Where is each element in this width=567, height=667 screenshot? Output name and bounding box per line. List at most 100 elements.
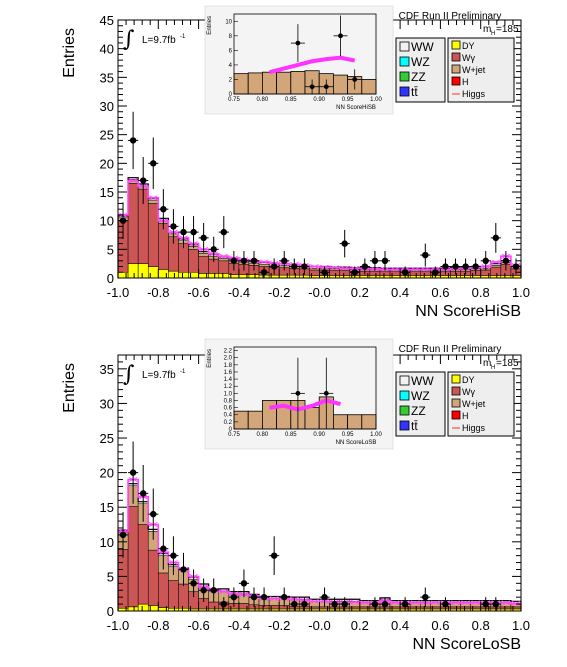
bar-w--24	[359, 606, 371, 610]
x-tick-label: -1.0	[107, 285, 129, 300]
data-point-4	[158, 189, 169, 230]
data-point-23	[369, 251, 380, 271]
legend-entry: W+jet	[462, 399, 486, 409]
mass-label: m	[483, 358, 491, 369]
data-point-29	[450, 258, 461, 275]
data-point-32	[480, 251, 491, 271]
inset-bar-0	[233, 73, 249, 95]
inset-x-tick-label: 0.95	[342, 432, 354, 438]
bar-w--1	[127, 506, 139, 608]
inset-y-axis-title: Entries	[207, 16, 213, 35]
legend-entry: WW	[411, 40, 434, 54]
inset-y-tick-label: 2.2	[224, 349, 233, 355]
lumi-exponent: -1	[180, 34, 186, 40]
y-tick-label: 10	[100, 535, 114, 550]
bar-dy-4	[158, 269, 169, 279]
lumi-text: L=9.7fb	[142, 35, 176, 46]
bar-w--5	[168, 580, 179, 609]
legend-swatch	[399, 71, 410, 82]
bar-w--15	[268, 605, 280, 610]
bar-dy-7	[188, 272, 199, 279]
y-tick-label: 5	[107, 242, 114, 257]
data-point-20	[339, 229, 350, 258]
legend-swatch	[451, 398, 461, 408]
bar-w--29	[409, 271, 421, 276]
inset-bar-0	[233, 410, 249, 430]
inset-y-tick-label: 2	[229, 77, 233, 83]
mass-subscript: H	[491, 365, 495, 371]
bar-w--19	[309, 269, 320, 276]
legend-entry: WW	[411, 374, 434, 388]
inset-x-axis-title: NN ScoreLoSB	[336, 440, 377, 446]
x-tick-label: 0.4	[391, 618, 409, 633]
x-tick-label: -0.8	[147, 618, 169, 633]
x-tick-label: -0.8	[147, 285, 169, 300]
x-tick-label: -0.0	[308, 285, 330, 300]
bar-w--37	[490, 266, 502, 276]
data-point-17	[289, 258, 300, 275]
legend-entry: W+jet	[462, 65, 486, 75]
bar-dy-2	[137, 263, 149, 279]
data-point-1	[128, 111, 139, 170]
legend-swatch	[399, 56, 410, 67]
bar-dy-6	[178, 272, 189, 279]
bar-w--36	[480, 269, 492, 276]
bar-dy-8	[198, 273, 209, 279]
bar-w--39	[510, 606, 522, 610]
bar-w--4	[158, 572, 169, 608]
data-point-13	[248, 251, 260, 271]
legend-swatch	[399, 420, 410, 431]
bar-w--29	[409, 606, 421, 610]
bar-w--21	[329, 270, 340, 276]
inset-data-point-0	[290, 24, 305, 62]
data-point-1	[128, 441, 139, 504]
bar-w--0	[117, 549, 129, 609]
data-point-11	[228, 251, 239, 271]
y-tick-label: 5	[107, 569, 114, 584]
x-tick-label: -0.2	[268, 285, 290, 300]
x-axis-title: NN ScoreHiSB	[415, 303, 521, 320]
data-point-3	[148, 488, 159, 540]
bar-dy-5	[168, 270, 179, 279]
legend-entry: WZ	[411, 389, 430, 403]
data-point-28	[440, 258, 451, 275]
data-point-14	[259, 587, 270, 607]
x-tick-label: -1.0	[107, 618, 129, 633]
inset-x-axis-title: NN ScoreHiSB	[336, 105, 376, 111]
header-text: CDF Run II Preliminary	[399, 344, 502, 355]
legend-swatch	[399, 390, 410, 401]
data-point-21	[349, 266, 360, 278]
data-point-31	[470, 258, 481, 275]
data-point-11	[228, 587, 239, 607]
bar-w--30	[420, 606, 431, 610]
bar-dy-0	[117, 272, 129, 279]
legend-swatch	[451, 52, 461, 62]
data-point-17	[289, 597, 300, 611]
data-point-9	[208, 578, 219, 603]
x-tick-label: -0.6	[187, 618, 209, 633]
data-point-24	[400, 597, 411, 611]
x-tick-label: 1.0	[512, 285, 530, 300]
bar-w--20	[319, 606, 330, 610]
bar-w--2	[137, 524, 149, 605]
integral-symbol: ∫	[123, 27, 135, 52]
inset-bar-2	[261, 400, 277, 430]
x-axis: -1.0 -0.8 -0.6 -0.4 -0.2 -0.0 0.2 0.4 0.6 0.8 1.0	[107, 20, 530, 300]
inset-higgs-band	[269, 55, 356, 75]
inset-bar-5	[304, 407, 320, 430]
inset-bar-2	[261, 71, 277, 95]
bar-w--31	[430, 606, 441, 610]
inset-bar-9	[361, 79, 377, 95]
legend-entry: Wγ	[462, 53, 475, 63]
data-point-27	[480, 597, 491, 611]
data-point-15	[269, 258, 280, 275]
x-tick-label: 0.2	[351, 618, 369, 633]
data-point-8	[198, 578, 209, 603]
mass-label: m	[483, 24, 491, 35]
inset-y-tick-label: 0	[229, 427, 233, 433]
bar-dy-9	[208, 273, 220, 279]
bar-dy-1	[127, 606, 139, 612]
inset-data-point-2	[319, 79, 334, 94]
